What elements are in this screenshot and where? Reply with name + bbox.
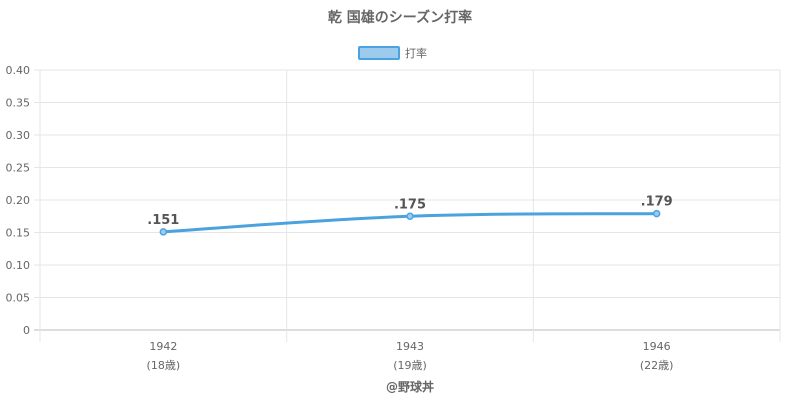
x-tick-label: 1943 xyxy=(396,340,424,353)
series-batting-average: .151 .175 .179 xyxy=(147,195,673,236)
data-point[interactable] xyxy=(406,212,414,220)
y-tick-label: 0.25 xyxy=(6,162,31,175)
y-tick-label: 0.30 xyxy=(6,129,31,142)
grid xyxy=(34,69,781,342)
y-tick-label: 0 xyxy=(23,324,30,337)
x-axis: 1942 (18歳) 1943 (19歳) 1946 (22歳) xyxy=(147,340,674,372)
data-point[interactable] xyxy=(652,209,661,218)
y-axis: 0 0.05 0.10 0.15 0.20 0.25 0.30 0.35 0.40 xyxy=(6,64,31,337)
x-tick-sublabel: (19歳) xyxy=(393,359,427,372)
y-tick-label: 0.05 xyxy=(6,292,31,305)
data-label: .151 xyxy=(147,213,179,228)
x-tick-label: 1942 xyxy=(149,340,177,353)
footer-credit: @野球丼 xyxy=(386,379,434,394)
chart-title: 乾 国雄のシーズン打率 xyxy=(328,9,472,26)
data-point[interactable] xyxy=(159,228,168,236)
legend-swatch xyxy=(358,46,400,60)
x-tick-sublabel: (22歳) xyxy=(640,359,674,372)
y-tick-label: 0.20 xyxy=(6,194,31,207)
x-tick-sublabel: (18歳) xyxy=(147,359,181,372)
data-label: .179 xyxy=(641,195,673,210)
legend-label: 打率 xyxy=(405,46,427,60)
legend[interactable]: 打率 xyxy=(358,46,427,60)
x-tick-label: 1946 xyxy=(643,340,671,353)
y-tick-label: 0.40 xyxy=(6,64,31,77)
y-tick-label: 0.15 xyxy=(6,227,31,240)
y-tick-label: 0.10 xyxy=(6,259,31,272)
data-label: .175 xyxy=(394,197,426,212)
y-tick-label: 0.35 xyxy=(6,97,31,110)
